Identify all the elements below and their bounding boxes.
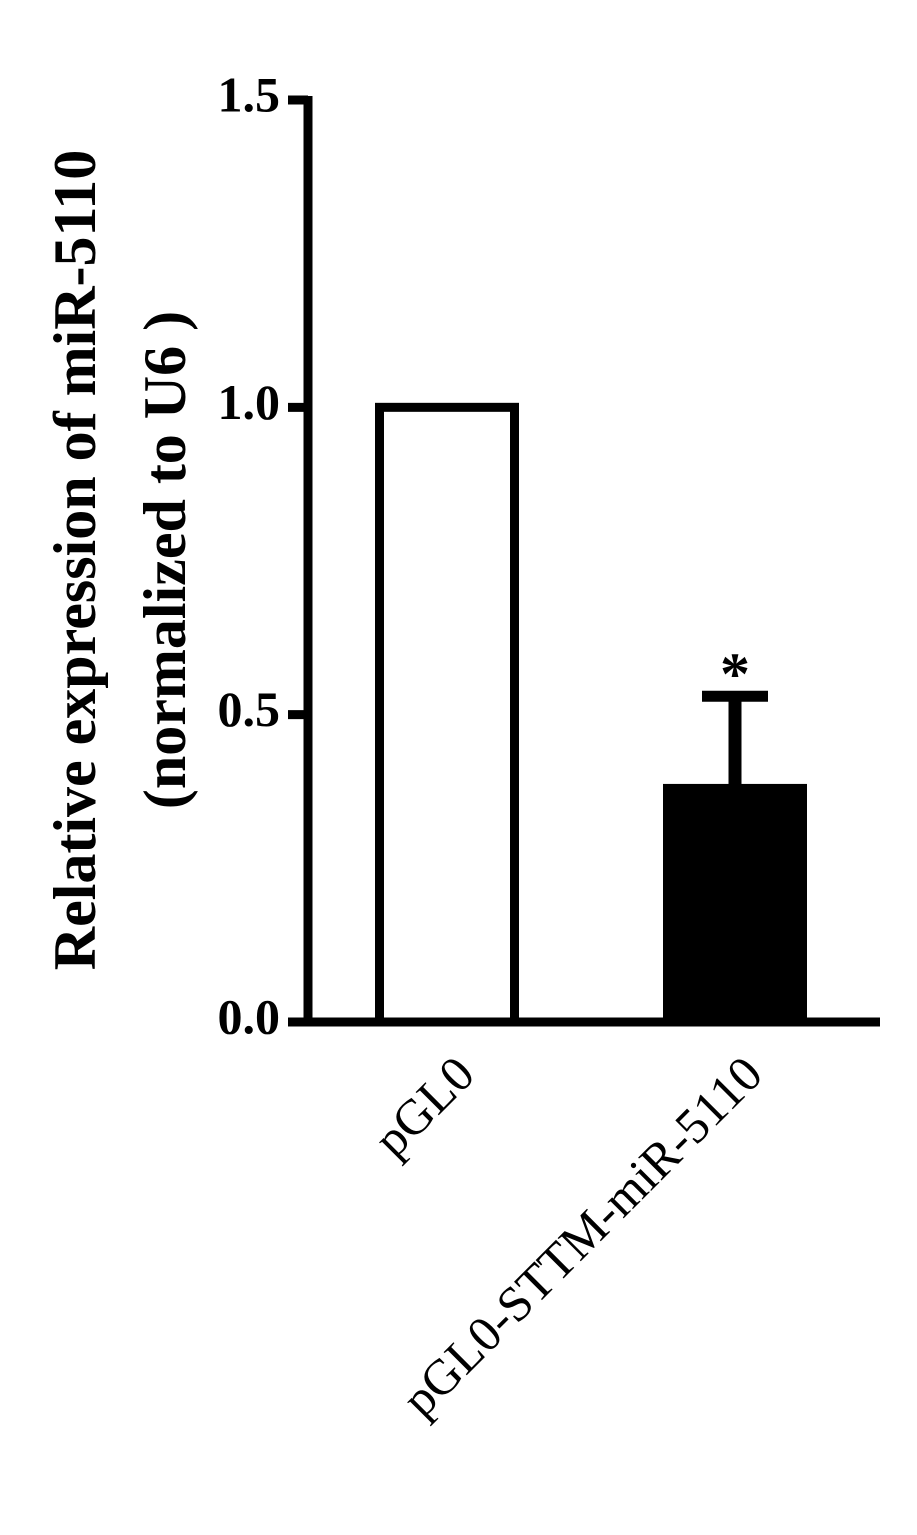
x-tick-label: pGL0	[363, 1045, 485, 1167]
y-axis-label-line: Relative expression of miR-5110	[42, 150, 108, 970]
bar	[663, 783, 807, 1027]
y-tick-label: 1.5	[218, 66, 281, 122]
bar	[375, 402, 519, 1027]
y-tick-label: 0.0	[218, 988, 281, 1044]
y-tick-label: 1.0	[218, 374, 281, 430]
y-tick-label: 0.5	[218, 681, 281, 737]
y-axis-label: Relative expression of miR-5110 (normali…	[42, 150, 198, 970]
significance-marker: *	[720, 641, 750, 707]
y-axis-label-line: (normalized to U6 )	[132, 311, 198, 809]
